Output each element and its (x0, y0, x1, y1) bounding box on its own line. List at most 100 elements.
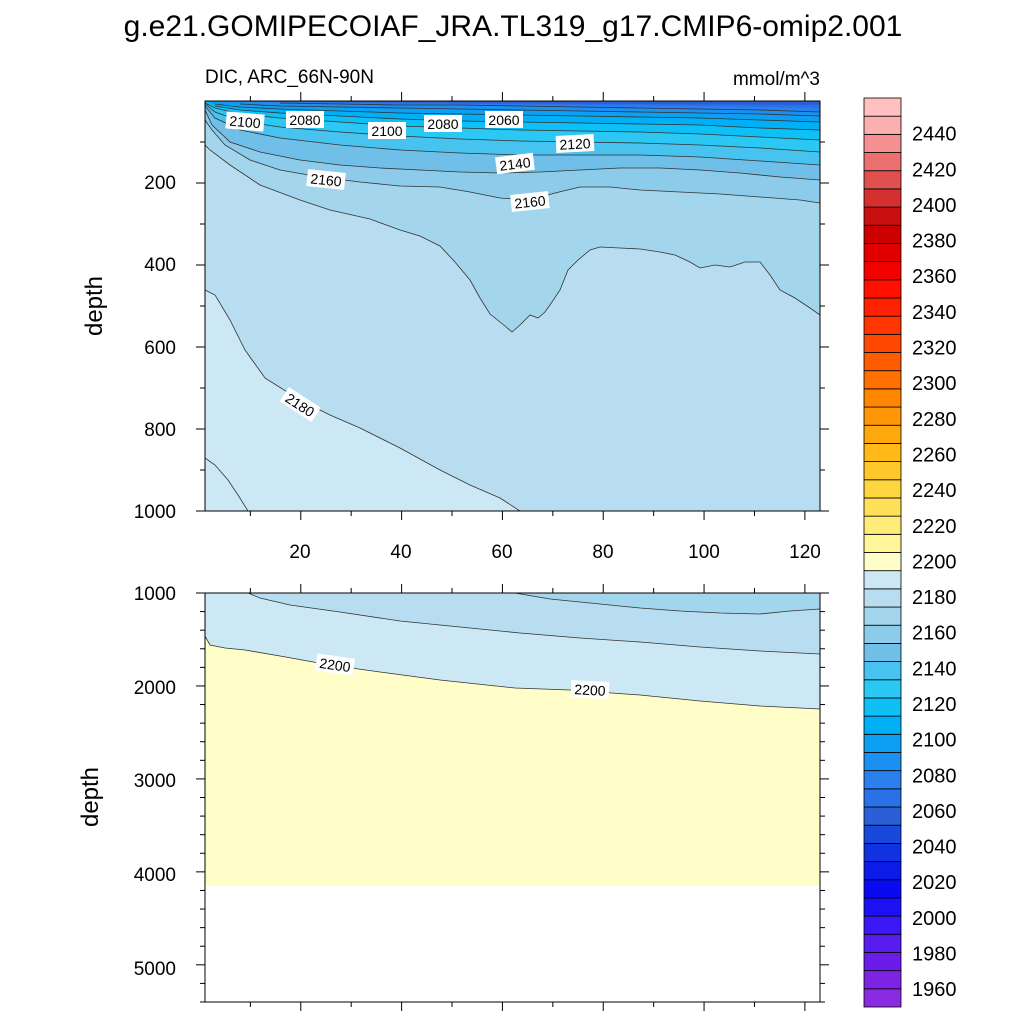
contour-line-2140 (205, 105, 820, 166)
svg-text:2120: 2120 (559, 135, 591, 153)
svg-text:2200: 2200 (318, 655, 351, 675)
colorbar-box (863, 443, 902, 463)
colorbar-label: 2240 (912, 480, 957, 502)
colorbar-box (863, 915, 902, 935)
contour-line-2200 (205, 635, 820, 710)
colorbar-box (863, 897, 902, 917)
colorbar-box (863, 770, 902, 790)
y-tick-label: 5000 (134, 959, 176, 980)
svg-text:2100: 2100 (371, 123, 402, 139)
colorbar-box (863, 206, 902, 226)
colorbar-box (863, 279, 902, 299)
y-tick-label: 4000 (134, 865, 176, 886)
colorbar-box (863, 970, 902, 990)
x-tick-label: 120 (789, 542, 821, 563)
colorbar-box (863, 861, 902, 881)
contour-line-2180 (205, 289, 521, 511)
y-axis-label: depth (77, 767, 104, 827)
bottom-contour-lines (205, 593, 820, 710)
colorbar-label: 2100 (912, 730, 957, 752)
contour-label: 2120 (555, 134, 595, 153)
units-label: mmol/m^3 (733, 69, 820, 90)
colorbar-labels: 2440 2420 2400 2380 2360 2340 2320 2300 2280 2260… (912, 124, 957, 1002)
colorbar-box (863, 643, 902, 662)
svg-text:2160: 2160 (310, 170, 343, 189)
bottom-panel: 2200 2200 1000 2000 3000 4000 5000 depth (77, 584, 829, 1011)
colorbar-box (863, 788, 902, 808)
colorbar-label: 1960 (912, 979, 957, 1001)
band-2200-2210 (205, 636, 820, 886)
colorbar-label: 2120 (912, 694, 957, 716)
contour-line-2090 (239, 103, 820, 117)
colorbar-box (863, 170, 902, 190)
variable-region-label: DIC, ARC_66N-90N (205, 67, 374, 88)
chart-title: g.e21.GOMIPECOIAF_JRA.TL319_g17.CMIP6-om… (124, 10, 903, 43)
colorbar-box (863, 352, 902, 372)
colorbar-box (863, 515, 902, 535)
colorbar-label: 2360 (912, 266, 957, 288)
colorbar-label: 2020 (912, 872, 957, 894)
colorbar-box (863, 552, 902, 572)
colorbar-box (863, 988, 902, 1008)
colorbar-label: 2400 (912, 195, 957, 217)
svg-text:2080: 2080 (427, 116, 458, 132)
contour-line-2080 (279, 102, 820, 113)
colorbar-box (863, 661, 902, 681)
y-tick-label: 2000 (134, 678, 176, 699)
top-panel: DIC, ARC_66N-90N mmol/m^3 (81, 67, 829, 563)
colorbar-label: 2420 (912, 159, 957, 181)
bottom-axis-ticks (196, 584, 829, 1011)
svg-text:2100: 2100 (229, 113, 262, 132)
contour-label: 2080 (286, 111, 324, 128)
colorbar-label: 2340 (912, 302, 957, 324)
colorbar-box (863, 952, 902, 972)
colorbar-box (863, 224, 902, 244)
top-axis-ticks (196, 92, 829, 520)
colorbar-box (863, 297, 902, 317)
colorbar-box (863, 424, 902, 444)
colorbar-box (863, 606, 902, 626)
bottom-contour-fill (205, 593, 820, 1002)
colorbar-box (863, 388, 902, 408)
svg-text:2160: 2160 (514, 192, 547, 211)
bottom-contour-labels: 2200 2200 (315, 653, 610, 699)
colorbar-box (863, 479, 902, 499)
x-tick-label: 80 (592, 542, 613, 563)
svg-text:2200: 2200 (574, 681, 606, 699)
contour-line-2160 (205, 119, 820, 204)
colorbar-box (863, 315, 902, 335)
colorbar-box (863, 333, 902, 353)
colorbar-box (863, 806, 902, 826)
colorbar-box (863, 842, 902, 862)
contour-label: 2200 (570, 680, 610, 699)
colorbar-label: 2440 (912, 124, 957, 146)
contour-line-2190 (247, 593, 820, 655)
band-2170-2180-upper (515, 593, 820, 614)
colorbar-label: 2260 (912, 444, 957, 466)
colorbar-box (863, 188, 902, 208)
colorbar-box (863, 697, 902, 717)
colorbar-box (863, 406, 902, 426)
colorbar-label: 2080 (912, 765, 957, 787)
contour-label: 2200 (315, 653, 356, 676)
contour-line-2180-deep (205, 457, 249, 511)
y-tick-label: 1000 (134, 584, 176, 605)
y-tick-label: 600 (144, 338, 176, 359)
contour-label: 2060 (485, 111, 523, 128)
y-tick-label: 1000 (134, 502, 176, 523)
colorbar-box (863, 461, 902, 481)
colorbar-box (863, 879, 902, 899)
contour-label: 2100 (225, 111, 265, 132)
contour-label: 2080 (424, 115, 462, 132)
contour-line-2170 (205, 144, 820, 333)
colorbar-box (863, 752, 902, 772)
colorbar-label: 2280 (912, 409, 957, 431)
colorbar: 2440 2420 2400 2380 2360 2340 2320 2300 2280 2260… (863, 97, 957, 1008)
colorbar-box (863, 933, 902, 953)
x-tick-label: 40 (390, 542, 411, 563)
colorbar-label: 1980 (912, 944, 957, 966)
colorbar-box (863, 133, 902, 153)
x-tick-label: 100 (688, 542, 720, 563)
y-tick-label: 200 (144, 173, 176, 194)
colorbar-box (863, 370, 902, 390)
